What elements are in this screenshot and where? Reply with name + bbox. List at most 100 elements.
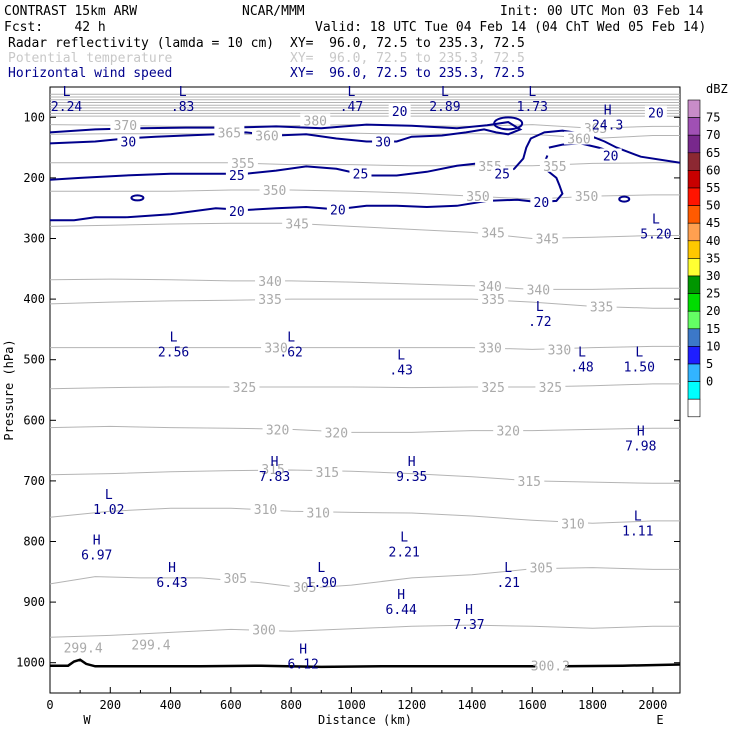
wind-label: 20 — [603, 149, 619, 164]
theta-label: 340 — [527, 283, 550, 298]
isotach-20-closed — [130, 194, 145, 202]
colorbar-label: 20 — [706, 304, 720, 318]
theta-label: 325 — [539, 381, 562, 396]
axes: 0 200 400 600 800 1000 1200 1400 1600 1800 2000 100… — [16, 110, 680, 712]
theta-label: 340 — [478, 280, 501, 295]
field-reflectivity-xy: XY= 96.0, 72.5 to 235.3, 72.5 — [290, 36, 525, 51]
theta-label-bg — [478, 225, 509, 239]
extremum-symbol: H — [637, 424, 645, 439]
extremum-value: 2.56 — [158, 346, 189, 361]
extremum-symbol: H — [408, 455, 416, 470]
extremum-symbol: L — [536, 300, 544, 315]
theta-label: 300.2 — [531, 660, 570, 675]
x-tick-label: 1200 — [397, 698, 426, 712]
extremum-value: 2.21 — [389, 546, 420, 561]
wind-label-bg — [530, 195, 553, 209]
extremum-symbol: H — [465, 603, 473, 618]
wind-label: 25 — [494, 168, 510, 183]
isentrope-320 — [49, 425, 680, 433]
extremum-symbol: L — [635, 346, 643, 361]
theta-label: 355 — [543, 160, 566, 175]
theta-label-bg — [493, 423, 524, 437]
theta-label-bg — [289, 579, 320, 593]
colorbar-swatch — [687, 205, 701, 224]
theta-label-bg — [258, 461, 289, 475]
theta-label-bg — [514, 473, 545, 487]
y-tick-label: 800 — [23, 535, 45, 549]
theta-label: 305 — [293, 581, 316, 596]
theta-label: 370 — [114, 119, 137, 134]
colorbar-swatch — [687, 363, 701, 382]
theta-label: 365 — [218, 126, 241, 141]
theta-label: 320 — [496, 425, 519, 440]
colorbar-label: 35 — [706, 251, 720, 265]
y-tick-label: 400 — [23, 292, 45, 306]
extremum-symbol: L — [63, 85, 71, 100]
x-tick-label: 600 — [220, 698, 242, 712]
extremum-symbol: H — [93, 534, 101, 549]
x-tick-label: 2000 — [638, 698, 667, 712]
extremum-symbol: L — [578, 346, 586, 361]
wind-label-bg — [225, 167, 248, 181]
init-time: Init: 00 UTC Mon 03 Feb 14 — [500, 4, 704, 19]
theta-label-bg — [110, 118, 141, 132]
y-tick-label: 100 — [23, 110, 45, 124]
wind-label: 20 — [229, 205, 245, 220]
theta-label: 310 — [561, 517, 584, 532]
field-theta-name: Potential temperature — [8, 51, 173, 66]
theta-label: 345 — [536, 233, 559, 248]
extremum-symbol: H — [397, 588, 405, 603]
isentrope-340 — [49, 278, 680, 290]
colorbar-swatch — [687, 117, 701, 136]
theta-label: 325 — [481, 381, 504, 396]
wind-label: 20 — [534, 196, 550, 211]
wind-label-bg — [388, 104, 411, 118]
y-axis-label: Pressure (hPa) — [2, 339, 16, 440]
wind-label: 20 — [648, 106, 664, 121]
theta-label-bg — [249, 622, 280, 636]
theta-label-bg — [571, 189, 602, 203]
extremum-value: 7.98 — [625, 439, 656, 454]
theta-label: 305 — [530, 562, 553, 577]
extremum-symbol: L — [397, 349, 405, 364]
wind-label: 25 — [353, 168, 369, 183]
isotach-20-closed — [618, 195, 631, 203]
isentrope-360 — [49, 132, 680, 140]
wind-label-bg — [491, 166, 514, 180]
extremum-symbol: L — [652, 212, 660, 227]
theta-label: 345 — [285, 217, 308, 232]
theta-label-bg — [475, 340, 506, 354]
theta-label-bg — [250, 501, 281, 515]
theta-label-bg — [475, 278, 506, 292]
colorbar-swatch — [687, 187, 701, 206]
theta-label: 299.4 — [64, 642, 103, 657]
valid-time: Valid: 18 UTC Tue 04 Feb 14 (04 ChT Wed … — [315, 20, 707, 35]
colorbar-swatch — [687, 346, 701, 365]
theta-label: 320 — [266, 423, 289, 438]
extremum-symbol: L — [634, 509, 642, 524]
y-tick-label: 700 — [23, 474, 45, 488]
y-tick-label: 900 — [23, 595, 45, 609]
extremum-value: 9.35 — [396, 470, 427, 485]
extremum-symbol: H — [168, 561, 176, 576]
wind-label-bg — [599, 148, 622, 162]
colorbar-label: 25 — [706, 287, 720, 301]
theta-label: 310 — [254, 503, 277, 518]
theta-label: 360 — [255, 129, 278, 144]
extremum-value: 7.83 — [259, 470, 290, 485]
theta-label: 335 — [590, 300, 613, 315]
colorbar-label: 10 — [706, 339, 720, 353]
extremum-value: 6.97 — [81, 549, 112, 564]
theta-label-bg — [262, 422, 293, 436]
extremum-value: 1.90 — [306, 576, 337, 591]
extremum-value: 1.11 — [622, 524, 653, 539]
isentrope-315 — [49, 469, 680, 484]
extremum-symbol: H — [271, 455, 279, 470]
colorbar-swatch — [687, 170, 701, 189]
org-label: NCAR/MMM — [242, 4, 305, 19]
extremum-value: 1.02 — [93, 503, 124, 518]
colorbar-label: 0 — [706, 375, 713, 389]
isentrope-355 — [50, 162, 680, 167]
